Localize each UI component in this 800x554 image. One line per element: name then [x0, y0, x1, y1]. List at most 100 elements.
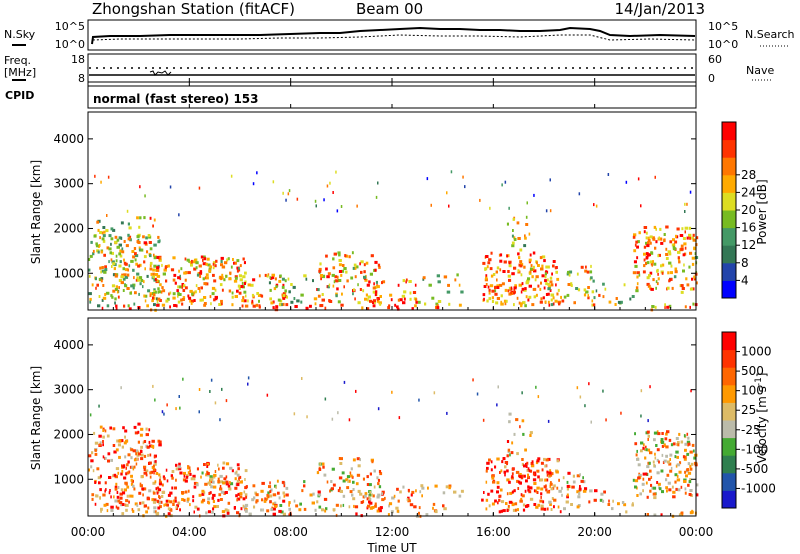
echo-cell [331, 417, 334, 421]
echo-cell [174, 281, 177, 285]
echo-cell [335, 170, 337, 174]
echo-cell [316, 500, 319, 504]
echo-cell [142, 441, 145, 445]
echo-cell [648, 253, 651, 257]
echo-cell [171, 470, 175, 473]
echo-cell [282, 283, 285, 287]
echo-cell [503, 470, 506, 474]
echo-cell [561, 486, 563, 490]
echo-cell [552, 260, 556, 263]
echo-cell [146, 445, 150, 449]
echo-cell [124, 455, 127, 459]
echo-cell [171, 476, 174, 480]
echo-cell [211, 496, 215, 500]
echo-cell [173, 499, 175, 503]
echo-cell [654, 305, 657, 309]
echo-cell [660, 241, 664, 245]
echo-cell [549, 503, 552, 506]
echo-cell [678, 432, 681, 436]
echo-cell [526, 201, 528, 205]
echo-cell [139, 501, 142, 505]
echo-cell [353, 288, 355, 292]
echo-cell [152, 468, 156, 472]
echo-cell [666, 430, 670, 434]
echo-cell [278, 279, 282, 283]
echo-cell [486, 461, 490, 465]
echo-cell [190, 477, 194, 481]
echo-cell [119, 249, 122, 253]
echo-cell [533, 489, 536, 493]
echo-cell [175, 467, 180, 471]
echo-cell [181, 498, 184, 501]
echo-cell [583, 288, 587, 292]
echo-cell [193, 299, 196, 302]
echo-cell [200, 475, 202, 479]
echo-cell [555, 470, 559, 474]
echo-cell [199, 289, 201, 293]
echo-cell [527, 488, 530, 492]
echo-cell [234, 261, 237, 265]
echo-cell [136, 235, 140, 239]
echo-cell [587, 294, 589, 298]
echo-cell [203, 303, 207, 307]
echo-cell [638, 273, 641, 277]
echo-cell [92, 249, 95, 253]
echo-cell [245, 294, 247, 298]
echo-cell [178, 465, 181, 469]
echo-cell [349, 490, 353, 494]
echo-cell [491, 296, 494, 300]
echo-cell [156, 268, 160, 272]
echo-cell [342, 494, 346, 498]
echo-cell [165, 468, 168, 472]
echo-cell [115, 482, 118, 486]
echo-cell [212, 493, 216, 497]
echo-cell [587, 286, 590, 289]
echo-cell [116, 491, 119, 494]
echo-cell [557, 505, 560, 509]
echo-cell [533, 295, 537, 299]
echo-cell [602, 282, 605, 286]
echo-cell [193, 267, 197, 271]
echo-cell [274, 484, 277, 488]
echo-cell [693, 246, 696, 250]
echo-cell [519, 260, 523, 264]
echo-cell [234, 295, 238, 298]
echo-cell [407, 488, 410, 492]
echo-cell [102, 226, 106, 229]
echo-cell [603, 490, 606, 494]
echo-cell [162, 289, 166, 293]
echo-cell [640, 389, 643, 393]
echo-cell [674, 270, 678, 274]
echo-cell [338, 476, 343, 480]
echo-cell [621, 501, 625, 504]
echo-cell [91, 283, 94, 287]
echo-cell [544, 464, 547, 468]
echo-cell [387, 513, 390, 517]
echo-cell [425, 513, 429, 517]
echo-cell [496, 297, 500, 300]
echo-cell [643, 448, 647, 451]
echo-cell [104, 429, 107, 433]
echo-cell [695, 493, 699, 497]
echo-cell [640, 449, 643, 453]
echo-cell [555, 283, 557, 287]
echo-cell [326, 275, 330, 279]
echo-cell [557, 300, 562, 304]
echo-cell [378, 265, 381, 269]
echo-cell [484, 267, 487, 271]
echo-cell [408, 280, 412, 283]
echo-cell [126, 485, 130, 489]
echo-cell [264, 497, 266, 501]
echo-cell [529, 486, 532, 490]
echo-cell [649, 469, 652, 473]
echo-cell [312, 279, 314, 283]
echo-cell [513, 266, 517, 270]
echo-cell [556, 277, 560, 281]
echo-cell [101, 231, 104, 235]
echo-cell [436, 306, 440, 310]
echo-cell [90, 465, 93, 469]
echo-cell [491, 476, 495, 480]
echo-cell [660, 441, 665, 444]
echo-cell [516, 221, 520, 225]
colorbar-tick-label: 24 [741, 185, 756, 199]
